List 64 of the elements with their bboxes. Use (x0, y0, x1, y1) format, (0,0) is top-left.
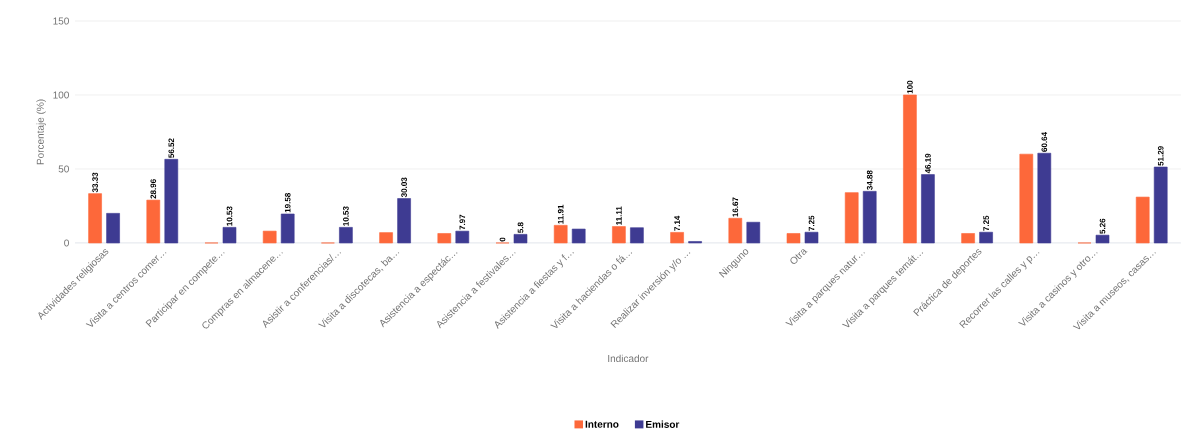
bar (786, 233, 801, 244)
bar (746, 221, 761, 244)
bar (961, 233, 975, 244)
data-label: 10.53 (343, 206, 349, 226)
data-label: 7.25 (808, 215, 815, 231)
bar (262, 230, 277, 244)
y-axis-title: Porcentaje (%) (36, 99, 46, 165)
data-label: 7.97 (459, 214, 466, 230)
data-label: 0 (499, 237, 506, 242)
data-label: 33.33 (92, 172, 98, 193)
data-label: 46.19 (925, 153, 931, 174)
bar (397, 198, 411, 244)
bar (921, 174, 935, 244)
data-label: 56.52 (168, 138, 175, 158)
bar (280, 213, 295, 244)
bar (146, 199, 161, 244)
bar (612, 226, 626, 244)
bar (164, 158, 179, 244)
legend-label: Interno (585, 420, 619, 428)
y-tick-label: 150 (53, 17, 69, 25)
bar (455, 230, 470, 244)
data-label: 34.88 (866, 170, 873, 190)
bar (844, 192, 859, 244)
data-label: 5.8 (517, 222, 524, 233)
data-label: 51.29 (1157, 145, 1164, 166)
data-label: 60.64 (1041, 131, 1048, 152)
data-label: 30.03 (401, 177, 407, 197)
bar (339, 226, 353, 244)
bar (106, 212, 120, 244)
bar (670, 231, 684, 244)
data-label: 11.11 (616, 206, 622, 225)
data-label: 7.25 (983, 215, 989, 231)
bar (379, 232, 393, 244)
data-label: 28.96 (150, 179, 157, 199)
bar (862, 190, 877, 244)
bar (437, 233, 452, 244)
x-axis-title: Indicador (608, 354, 649, 362)
data-label: 5.26 (1099, 218, 1106, 234)
legend-label: Emisor (646, 420, 680, 428)
bar (88, 193, 102, 244)
data-label: 16.67 (732, 197, 739, 217)
data-label: 11.91 (557, 204, 564, 224)
bar (1095, 234, 1110, 244)
data-label: 100 (907, 80, 913, 94)
bar (1019, 153, 1034, 244)
bar (903, 94, 917, 244)
bar (1153, 166, 1168, 244)
data-label: 19.58 (284, 192, 291, 213)
y-tick-label: 100 (53, 91, 69, 99)
bar (513, 233, 528, 244)
bar (222, 226, 237, 244)
x-tick-label: Otra (790, 248, 808, 264)
bar (979, 231, 993, 244)
bar (553, 224, 568, 244)
bar (630, 227, 644, 244)
data-label: 7.14 (674, 215, 680, 231)
y-tick-label: 50 (58, 165, 69, 173)
data-label: 10.53 (226, 206, 233, 226)
y-tick-label: 0 (64, 239, 69, 247)
bar (571, 228, 586, 244)
bar (1135, 196, 1150, 244)
bar (1037, 152, 1052, 244)
bar (728, 217, 743, 244)
bar (804, 231, 819, 244)
